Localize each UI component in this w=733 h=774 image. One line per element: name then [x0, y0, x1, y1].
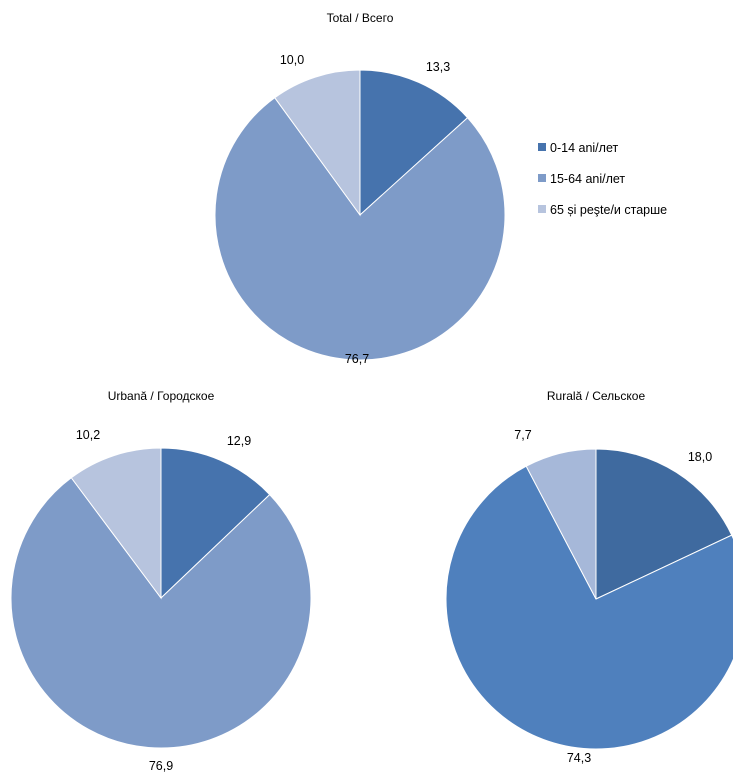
- pie-slice: [160, 447, 271, 600]
- data-label: 74,3: [567, 751, 591, 765]
- legend-swatch: [538, 143, 546, 151]
- pie-slice: [10, 477, 312, 749]
- data-label: 7,7: [514, 428, 531, 442]
- data-label: 18,0: [688, 450, 712, 464]
- legend-swatch: [538, 205, 546, 213]
- pie-slice: [525, 448, 597, 600]
- legend: 0-14 ani/лет 15-64 ani/лет 65 și peşte/и с…: [538, 141, 667, 217]
- pie-chart-2: 12,9 76,9 10,2 Urbană / Городское: [10, 389, 312, 773]
- chart-title: Urbană / Городское: [108, 389, 215, 403]
- data-label: 13,3: [426, 60, 450, 74]
- pie-slice: [214, 96, 506, 361]
- data-label: 76,7: [345, 352, 369, 366]
- chart-title: Rurală / Сельское: [547, 389, 646, 403]
- pie-slice: [595, 448, 733, 600]
- legend-label: 65 și peşte/и старше: [550, 203, 667, 217]
- pie-slice: [70, 447, 162, 600]
- pie-chart-3: 18,0 74,3 7,7 Rurală / Сельское: [445, 389, 733, 765]
- legend-label: 15-64 ani/лет: [550, 172, 625, 186]
- data-label: 10,2: [76, 428, 100, 442]
- pie-chart-1: 13,3 76,7 10,0 Total / Всего: [214, 11, 506, 366]
- chart-title: Total / Всего: [327, 11, 394, 25]
- legend-swatch: [538, 174, 546, 182]
- pie-slice: [445, 465, 733, 750]
- data-label: 12,9: [227, 434, 251, 448]
- pie-slice: [359, 69, 469, 217]
- pie-slice: [274, 69, 361, 217]
- data-label: 76,9: [149, 759, 173, 773]
- legend-label: 0-14 ani/лет: [550, 141, 618, 155]
- data-label: 10,0: [280, 53, 304, 67]
